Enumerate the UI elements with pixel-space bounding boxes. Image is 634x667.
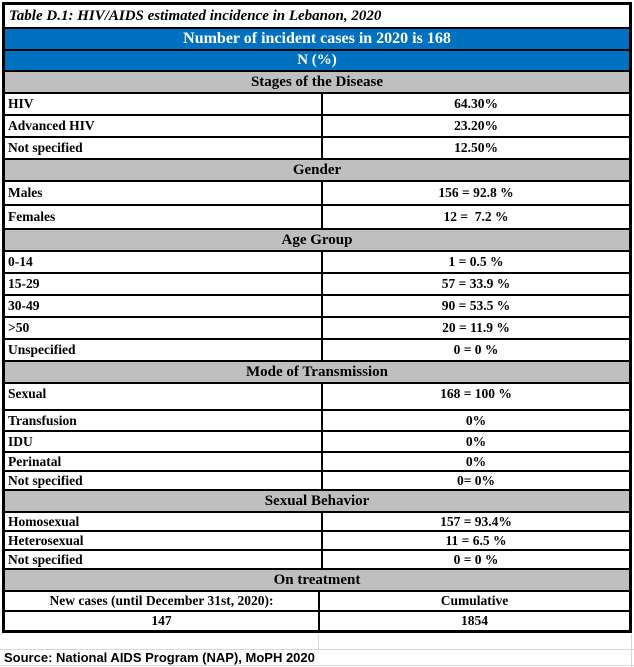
row-label: Transfusion: [8, 412, 77, 428]
incident-cases-banner: Number of incident cases in 2020 is 168: [5, 29, 629, 51]
row-value: 157 = 93.4%: [321, 513, 629, 530]
row-value: 23.20%: [321, 116, 629, 136]
row-label: Males: [8, 185, 43, 200]
section-header-text: Sexual Behavior: [264, 492, 370, 509]
section-header-text: Mode of Transmission: [246, 363, 388, 380]
row-label: >50: [8, 320, 30, 335]
row-value: 0%: [321, 432, 629, 451]
gridline-horizontal: [0, 649, 634, 650]
row-value: 11 = 6.5 %: [321, 532, 629, 549]
row-value: 64.30%: [321, 94, 629, 114]
row-label: Not specified: [8, 472, 83, 488]
source-note: Source: National AIDS Program (NAP), MoP…: [4, 649, 315, 665]
row-value: 57 = 33.9 %: [321, 274, 629, 294]
row-label: 15-29: [8, 276, 40, 291]
row-value: 0= 0%: [321, 472, 629, 489]
table-row: Advanced HIV 23.20%: [5, 116, 629, 138]
row-value: 0%: [321, 411, 629, 430]
table-row: Heterosexual 11 = 6.5 %: [5, 532, 629, 551]
table-row: Transfusion 0%: [5, 411, 629, 432]
table-row: Unspecified 0 = 0 %: [5, 340, 629, 362]
table-row: >50 20 = 11.9 %: [5, 318, 629, 340]
table-row: Perinatal 0%: [5, 453, 629, 472]
section-header-sexual-behavior: Sexual Behavior: [5, 491, 629, 513]
row-label: Not specified: [8, 551, 83, 567]
treatment-cumulative-value: 1854: [318, 612, 629, 630]
row-value: 1 = 0.5 %: [321, 252, 629, 272]
table-row: 30-49 90 = 53.5 %: [5, 296, 629, 318]
n-percent-header: N (%): [5, 51, 629, 72]
table-row: Sexual 168 = 100 %: [5, 384, 629, 411]
treatment-new-cases-label: New cases (until December 31st, 2020):: [49, 593, 274, 608]
gridline-horizontal: [0, 665, 634, 666]
row-label: Unspecified: [8, 342, 76, 357]
row-label: 0-14: [8, 254, 33, 269]
treatment-header-row: New cases (until December 31st, 2020): C…: [5, 592, 629, 612]
section-header-text: Gender: [292, 161, 342, 178]
section-header-gender: Gender: [5, 160, 629, 182]
row-label: Females: [8, 209, 56, 224]
row-label: 30-49: [8, 298, 40, 313]
table-title-text: Table D.1: HIV/AIDS estimated incidence …: [9, 7, 382, 24]
table-row: 0-14 1 = 0.5 %: [5, 252, 629, 274]
row-label: Advanced HIV: [8, 118, 95, 133]
n-percent-text: N (%): [297, 52, 337, 68]
row-label: Homosexual: [8, 513, 80, 529]
hiv-incidence-table: Table D.1: HIV/AIDS estimated incidence …: [2, 2, 632, 633]
section-header-mode-of-transmission: Mode of Transmission: [5, 362, 629, 384]
table-row: Homosexual 157 = 93.4%: [5, 513, 629, 532]
row-value: 156 = 92.8 %: [321, 182, 629, 204]
table-row: HIV 64.30%: [5, 94, 629, 116]
table-row: IDU 0%: [5, 432, 629, 453]
row-label: Sexual: [8, 386, 47, 401]
table-row: Not specified 0= 0%: [5, 472, 629, 491]
section-header-stages: Stages of the Disease: [5, 72, 629, 94]
section-header-on-treatment: On treatment: [5, 570, 629, 592]
row-label: IDU: [8, 433, 33, 449]
gridline-vertical: [631, 634, 632, 667]
row-value: 90 = 53.5 %: [321, 296, 629, 316]
table-row: Females 12 = 7.2 %: [5, 206, 629, 230]
row-value: 0 = 0 %: [321, 340, 629, 360]
section-header-age-group: Age Group: [5, 230, 629, 252]
treatment-value-row: 147 1854: [5, 612, 629, 630]
treatment-cumulative-label: Cumulative: [318, 592, 629, 610]
row-value: 12.50%: [321, 138, 629, 158]
row-value: 12 = 7.2 %: [321, 206, 629, 228]
table-row: Not specified 0 = 0 %: [5, 551, 629, 570]
table-row: Not specified 12.50%: [5, 138, 629, 160]
row-value: 0%: [321, 453, 629, 470]
section-header-text: Age Group: [281, 231, 353, 248]
row-value: 0 = 0 %: [321, 551, 629, 568]
table-row: Males 156 = 92.8 %: [5, 182, 629, 206]
row-value: 168 = 100 %: [321, 384, 629, 409]
row-value: 20 = 11.9 %: [321, 318, 629, 338]
row-label: HIV: [8, 96, 34, 111]
treatment-new-cases-value: 147: [151, 613, 172, 628]
row-label: Not specified: [8, 140, 83, 155]
table-row: 15-29 57 = 33.9 %: [5, 274, 629, 296]
incident-cases-text: Number of incident cases in 2020 is 168: [183, 30, 451, 47]
row-label: Perinatal: [8, 453, 62, 469]
section-header-text: Stages of the Disease: [250, 73, 384, 90]
table-title: Table D.1: HIV/AIDS estimated incidence …: [5, 5, 629, 29]
gridline-vertical: [318, 634, 319, 650]
row-label: Heterosexual: [8, 532, 84, 548]
section-header-text: On treatment: [273, 571, 361, 588]
